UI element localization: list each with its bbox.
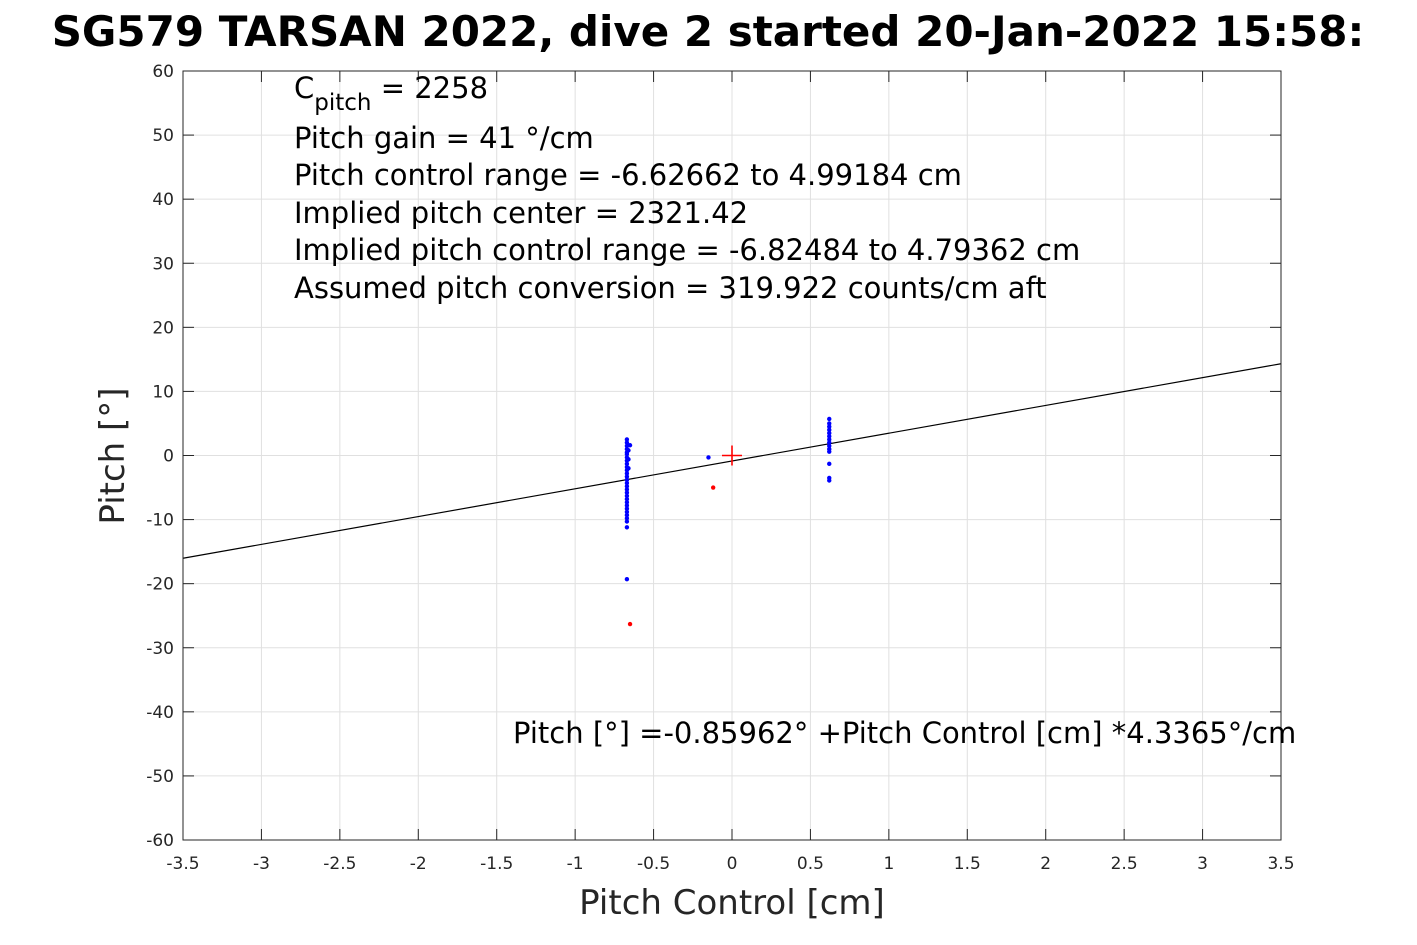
data-point <box>624 477 630 483</box>
x-tick-label: -3 <box>253 854 270 874</box>
y-tick-label: 0 <box>163 447 174 467</box>
data-point <box>706 455 711 460</box>
y-tick-label: 20 <box>152 318 174 338</box>
x-tick-label: -1.5 <box>480 854 513 874</box>
data-point <box>827 449 832 454</box>
data-point <box>627 443 633 448</box>
data-point <box>624 484 630 489</box>
y-tick-label: -40 <box>146 703 174 723</box>
y-tick-label: -10 <box>146 511 174 531</box>
data-point <box>827 427 832 433</box>
y-tick-label: 10 <box>152 382 174 402</box>
data-point <box>624 503 630 508</box>
data-point <box>624 509 630 515</box>
data-point <box>624 474 630 479</box>
data-point <box>624 525 630 530</box>
center-marker-group <box>722 445 742 466</box>
data-point <box>624 461 630 467</box>
data-point <box>624 496 630 502</box>
data-point <box>624 506 630 511</box>
axis-ticks: -3.5 -3 -2.5 -2 -1.5 -1 -0.5 0 0.5 1 1.5 2 2.5 3 3.5 60… <box>146 62 1294 874</box>
x-tick-label: 3 <box>1197 854 1208 874</box>
x-tick-label: -2 <box>410 854 427 874</box>
x-tick-label: 2.5 <box>1111 854 1138 874</box>
x-tick-label: -3.5 <box>166 854 199 874</box>
data-point <box>827 478 832 483</box>
pitch-control-range-annotation: Pitch control range = -6.62662 to 4.9918… <box>294 158 962 192</box>
data-point <box>624 440 630 445</box>
data-point <box>624 519 630 524</box>
x-tick-label: 1 <box>883 854 894 874</box>
data-point <box>624 437 630 442</box>
x-tick-label: 0 <box>727 854 738 874</box>
data-point <box>624 493 630 499</box>
y-tick-label: 60 <box>152 62 174 82</box>
data-point <box>624 452 630 457</box>
data-point <box>624 487 630 492</box>
c-pitch-subscript: pitch <box>314 90 371 116</box>
data-point <box>627 621 633 627</box>
fit-equation-annotation: Pitch [°] =-0.85962° +Pitch Control [cm]… <box>513 716 1296 750</box>
data-point <box>710 485 716 490</box>
parameter-annotations: Cpitch = 2258 Pitch gain = 41 °/cm Pitch… <box>294 71 1080 305</box>
data-point <box>624 490 630 495</box>
conversion-annotation: Assumed pitch conversion = 319.922 count… <box>294 271 1047 305</box>
y-tick-label: 30 <box>152 254 174 274</box>
x-axis-label: Pitch Control [cm] <box>579 883 885 923</box>
c-pitch-main: C <box>294 71 314 105</box>
data-point <box>626 466 631 471</box>
data-point <box>827 461 832 467</box>
data-point <box>624 471 630 476</box>
y-tick-label: 40 <box>152 190 174 210</box>
data-point <box>624 512 630 518</box>
data-point <box>626 457 631 462</box>
data-point <box>624 500 630 505</box>
data-point <box>624 480 630 486</box>
implied-center-annotation: Implied pitch center = 2321.42 <box>294 196 748 230</box>
y-tick-label: -20 <box>146 575 174 595</box>
implied-range-annotation: Implied pitch control range = -6.82484 t… <box>294 233 1080 267</box>
data-points <box>624 416 832 627</box>
x-tick-label: 3.5 <box>1267 854 1294 874</box>
data-point <box>827 434 832 439</box>
chart-title: SG579 TARSAN 2022, dive 2 started 20-Jan… <box>52 7 1365 56</box>
data-point <box>827 416 832 422</box>
data-point <box>827 424 832 429</box>
data-point <box>827 430 832 436</box>
x-tick-label: 2 <box>1040 854 1051 874</box>
y-tick-label: -30 <box>146 639 174 659</box>
data-point <box>827 443 832 449</box>
x-tick-label: -2.5 <box>323 854 356 874</box>
data-point <box>624 516 630 521</box>
data-point <box>626 448 631 453</box>
x-tick-label: -0.5 <box>637 854 670 874</box>
y-tick-label: -60 <box>146 831 174 851</box>
data-point <box>827 421 832 426</box>
y-tick-label: 50 <box>152 126 174 146</box>
data-point <box>624 576 630 582</box>
pitch-gain-annotation: Pitch gain = 41 °/cm <box>294 121 594 155</box>
x-tick-label: 1.5 <box>954 854 981 874</box>
c-pitch-annotation: Cpitch = 2258 <box>294 71 488 116</box>
data-point <box>827 437 832 442</box>
x-tick-label: -1 <box>567 854 584 874</box>
c-pitch-value: = 2258 <box>371 71 488 105</box>
y-tick-label: -50 <box>146 767 174 787</box>
y-axis-label: Pitch [°] <box>93 387 133 524</box>
data-point <box>827 440 832 445</box>
x-tick-label: 0.5 <box>797 854 824 874</box>
